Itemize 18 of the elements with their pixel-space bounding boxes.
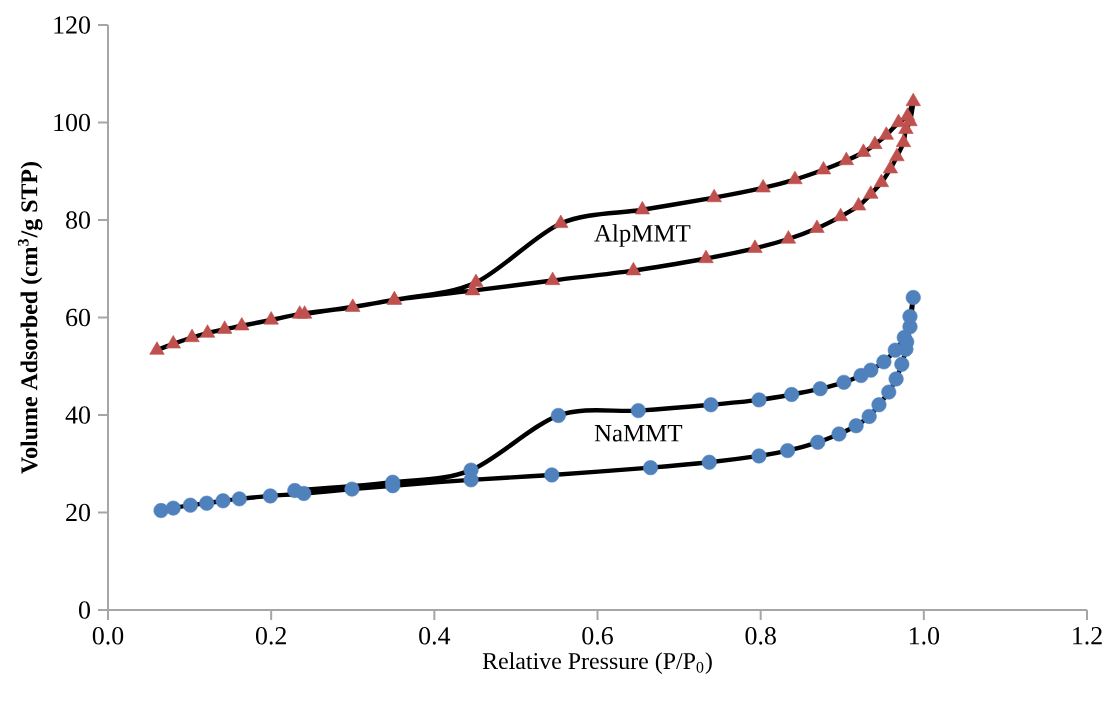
x-tick-label: 0.6	[582, 627, 613, 645]
y-axis-title: Volume Adsorbed (cm$^{3}$/g STP)	[17, 162, 43, 474]
series-label: NaMMT	[594, 425, 683, 442]
y-tick-label: 40	[65, 406, 90, 424]
x-tick-label: 0.0	[92, 627, 124, 645]
y-tick-label: 80	[66, 211, 90, 229]
x-tick-label: 1.0	[909, 627, 940, 645]
x-tick-label: 0.4	[419, 627, 451, 645]
y-tick-label: 120	[54, 16, 90, 34]
x-tick-label: 0.2	[255, 627, 286, 645]
y-tick-label: 0	[79, 601, 90, 619]
series-label: AlpMMT	[594, 224, 691, 247]
y-tick-label: 20	[66, 503, 90, 522]
x-tick-label: 0.8	[745, 627, 776, 645]
x-axis-title: Relative Pressure (P/P$_{0}$)	[482, 652, 712, 674]
x-tick-label: 1.2	[1073, 627, 1102, 645]
y-tick-label: 100	[54, 113, 90, 132]
y-tick-label: 60	[66, 308, 90, 327]
